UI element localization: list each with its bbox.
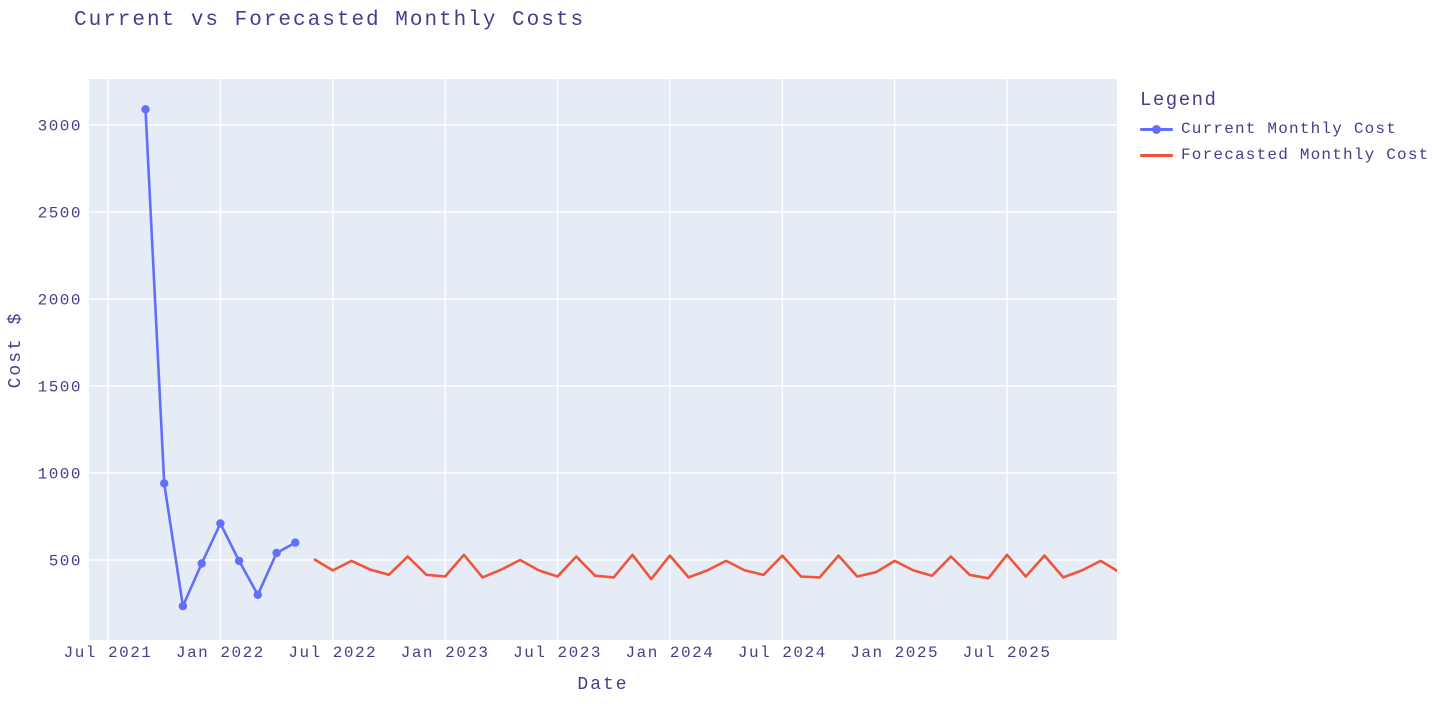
tick-labels: 500 1000 1500 2000 2500 3000 Jul 2021 Jan 2022 J… xyxy=(38,118,1052,663)
legend-marker-swatch xyxy=(1152,124,1161,134)
x-tick-label: Jul 2024 xyxy=(738,644,827,662)
x-axis-title: Date xyxy=(577,675,629,695)
legend-item-current-monthly-cost[interactable]: Current Monthly Cost xyxy=(1140,116,1429,142)
chart-title: Current vs Forecasted Monthly Costs xyxy=(74,9,586,32)
y-tick-label: 3000 xyxy=(38,118,82,136)
legend-label-current: Current Monthly Cost xyxy=(1181,120,1398,138)
legend-title: Legend xyxy=(1140,89,1218,111)
y-tick-label: 500 xyxy=(49,553,82,571)
x-tick-label: Jul 2022 xyxy=(288,644,377,662)
y-tick-label: 1500 xyxy=(38,379,82,397)
series-layer xyxy=(141,105,1117,611)
x-tick-label: Jul 2023 xyxy=(513,644,602,662)
y-tick-label: 2500 xyxy=(38,205,82,223)
x-tick-label: Jan 2024 xyxy=(625,644,714,662)
legend-line-swatch xyxy=(1140,153,1173,157)
legend-item-forecasted-monthly-cost[interactable]: Forecasted Monthly Cost xyxy=(1140,142,1429,168)
x-tick-label: Jul 2025 xyxy=(963,644,1052,662)
legend: Legend Current Monthly Cost Forecasted M… xyxy=(1140,89,1429,168)
y-axis-title: Cost $ xyxy=(6,311,26,389)
data-point-marker xyxy=(197,559,206,568)
data-point-marker xyxy=(291,538,300,547)
y-tick-label: 1000 xyxy=(38,466,82,484)
x-tick-label: Jan 2023 xyxy=(401,644,490,662)
data-point-marker xyxy=(178,601,188,611)
x-tick-label: Jan 2025 xyxy=(850,644,939,662)
line-with-marker-icon xyxy=(1140,121,1173,138)
data-point-marker xyxy=(272,548,281,558)
data-point-marker xyxy=(234,556,244,566)
legend-label-forecasted: Forecasted Monthly Cost xyxy=(1181,146,1430,164)
series-line-1 xyxy=(313,553,1117,581)
line-icon xyxy=(1140,147,1173,164)
data-point-marker xyxy=(160,479,169,488)
data-point-marker xyxy=(216,519,225,528)
y-tick-label: 2000 xyxy=(38,292,82,310)
data-point-marker xyxy=(253,590,262,599)
x-tick-label: Jan 2022 xyxy=(176,644,265,662)
data-point-marker xyxy=(141,105,150,114)
plot-background[interactable] xyxy=(89,79,1117,640)
x-tick-label: Jul 2021 xyxy=(64,644,153,662)
